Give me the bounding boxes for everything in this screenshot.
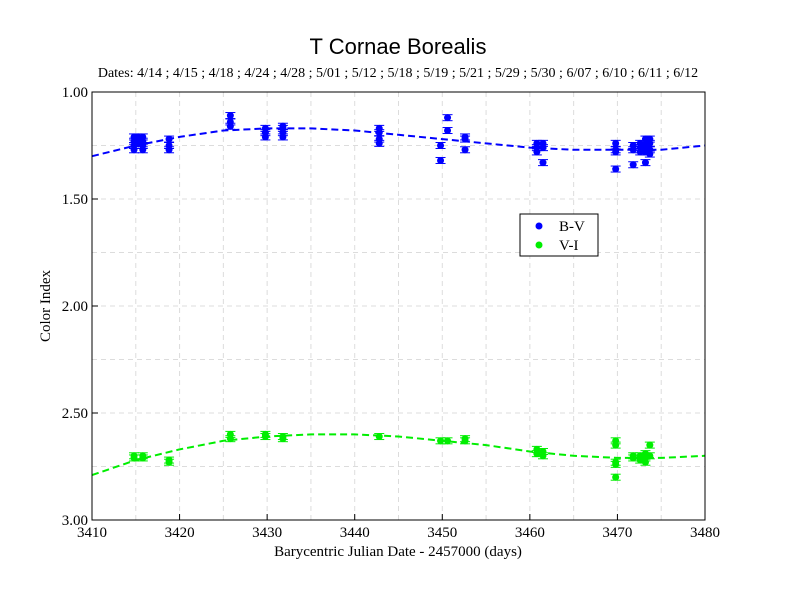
data-point-bv: [461, 146, 469, 154]
legend: B-V V-I: [519, 213, 599, 257]
data-point-bv: [226, 112, 234, 120]
legend-label-vi: V-I: [559, 238, 578, 254]
x-tick-label: 3480: [690, 525, 720, 541]
fit-curve-vi: [91, 433, 706, 477]
data-point-bv: [375, 129, 383, 137]
x-tick-label: 3450: [427, 525, 457, 541]
data-point-vi: [375, 433, 383, 441]
x-tick-label: 3420: [165, 525, 195, 541]
data-point-bv: [636, 148, 644, 156]
y-tick-label: 1.50: [62, 192, 88, 208]
data-point-vi: [261, 433, 269, 441]
data-point-bv: [612, 165, 620, 173]
data-point-vi: [646, 452, 654, 460]
data-point-bv: [165, 135, 173, 143]
data-point-vi: [646, 441, 654, 449]
data-point-bv: [437, 142, 445, 149]
data-points: [129, 112, 655, 481]
data-point-bv: [139, 146, 147, 154]
data-point-vi: [461, 437, 469, 445]
data-point-vi: [437, 437, 445, 445]
chart-title: T Cornae Borealis: [310, 34, 487, 59]
legend-marker-bv: [535, 222, 543, 230]
data-point-vi: [444, 437, 452, 445]
data-point-vi: [641, 458, 649, 466]
data-point-bv: [539, 144, 547, 152]
fit-curve-bv: [91, 127, 706, 158]
data-point-vi: [533, 450, 541, 458]
legend-marker-vi: [535, 241, 543, 249]
data-point-bv: [612, 139, 620, 147]
data-point-vi: [139, 454, 147, 462]
data-point-bv: [437, 156, 445, 164]
data-point-bv: [375, 139, 383, 147]
data-point-vi: [130, 454, 138, 462]
data-point-bv: [629, 161, 637, 169]
x-tick-label: 3460: [515, 525, 545, 541]
data-point-bv: [444, 127, 452, 135]
y-axis-label: Color Index: [38, 269, 54, 342]
data-point-bv: [629, 146, 637, 154]
data-point-vi: [629, 454, 637, 462]
data-point-vi: [165, 458, 173, 466]
data-point-bv: [261, 133, 269, 141]
data-point-bv: [165, 146, 173, 154]
y-tick-label: 1.00: [62, 85, 88, 101]
x-tick-label: 3470: [602, 525, 632, 541]
data-point-bv: [134, 139, 142, 147]
chart-subtitle: Dates: 4/14 ; 4/15 ; 4/18 ; 4/24 ; 4/28 …: [98, 66, 698, 81]
y-tick-label: 3.00: [62, 513, 88, 529]
legend-label-bv: B-V: [559, 219, 585, 235]
data-point-vi: [539, 452, 547, 460]
x-axis-label: Barycentric Julian Date - 2457000 (days): [274, 544, 522, 560]
legend-box: [519, 213, 599, 257]
y-tick-label: 2.50: [62, 406, 88, 422]
x-tick-label: 3440: [340, 525, 370, 541]
data-point-vi: [279, 435, 287, 443]
data-point-vi: [612, 473, 620, 481]
data-point-bv: [130, 146, 138, 154]
data-point-vi: [612, 460, 620, 468]
y-tick-label: 2.00: [62, 299, 88, 315]
data-point-bv: [641, 159, 649, 167]
data-point-bv: [646, 150, 654, 158]
data-point-bv: [612, 148, 620, 156]
data-point-bv: [226, 122, 234, 130]
data-point-bv: [279, 133, 287, 141]
data-point-bv: [539, 159, 547, 167]
fit-curves: [91, 127, 706, 477]
data-point-vi: [612, 441, 620, 449]
data-point-vi: [636, 456, 644, 464]
x-tick-label: 3410: [77, 525, 107, 541]
x-tick-label: 3430: [252, 525, 282, 541]
axis-ticks: 3410 3420 3430 3440 3450 3460 3470 3480 1.00 1.50…: [62, 85, 720, 541]
grid: [92, 92, 705, 520]
data-point-bv: [461, 135, 469, 143]
data-point-bv: [533, 148, 541, 156]
data-point-bv: [646, 139, 654, 147]
data-point-bv: [444, 114, 452, 122]
data-point-vi: [226, 435, 234, 443]
